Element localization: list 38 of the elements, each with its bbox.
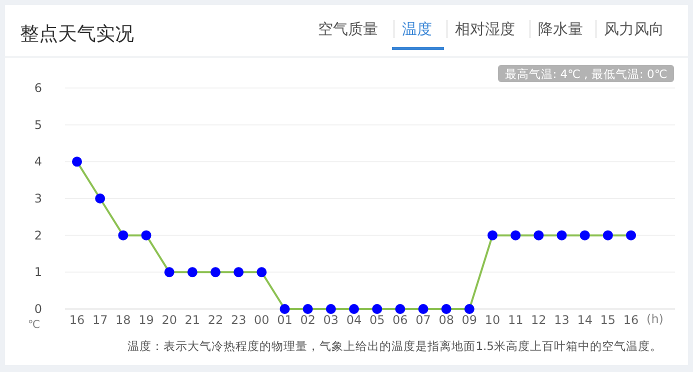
x-tick-label: 08 [438,313,454,327]
y-tick-label: 2 [34,228,42,242]
text: 温度：表示大气冷热程度的物理量，气象上给出的温度是指离地面1.5米高度上百叶箱中的空气温度。 [128,339,662,353]
x-tick-label: 03 [323,313,339,327]
chart-title: 整点天气实况 [20,23,134,45]
x-tick-label: 11 [508,313,524,327]
x-tick-label: 18 [116,313,131,327]
tab-bar: 空气质量 温度 相对湿度 降水量 风力风向 [318,20,664,50]
y-tick-label: 6 [34,81,42,95]
x-tick-label: 20 [162,313,177,327]
x-tick-label: 09 [462,313,478,327]
text: 最高气温: 4℃ , 最低气温: 0℃ [504,67,668,81]
x-tick-label: 22 [208,313,224,327]
x-tick-label: 07 [416,313,431,327]
x-tick-label: 21 [184,313,200,327]
x-tick-label: 12 [531,313,546,327]
y-tick-label: 4 [34,154,42,169]
y-tick-label: 1 [34,265,42,280]
x-tick-label: 06 [392,313,408,327]
x-tick-label: 16 [69,313,85,327]
x-tick-label: 16 [623,313,639,327]
x-tick-label: 01 [277,313,292,327]
x-tick-label: 15 [600,313,616,327]
y-tick-label: 0 [34,302,42,316]
x-tick-label: 10 [484,313,500,327]
y-axis-title: ℃ [28,318,40,331]
x-tick-label: 00 [254,313,270,327]
x-tick-label: 19 [138,313,154,327]
x-axis-title: (h) [646,312,664,326]
x-tick-label: 04 [346,313,362,327]
x-tick-label: 14 [577,313,592,327]
x-tick-label: 17 [92,313,108,327]
x-tick-label: 13 [554,313,570,327]
x-tick-label: 02 [300,313,316,327]
y-tick-label: 5 [34,118,42,132]
y-tick-label: 3 [34,192,42,206]
x-tick-label: 23 [230,313,246,327]
x-tick-label: 05 [369,313,385,327]
